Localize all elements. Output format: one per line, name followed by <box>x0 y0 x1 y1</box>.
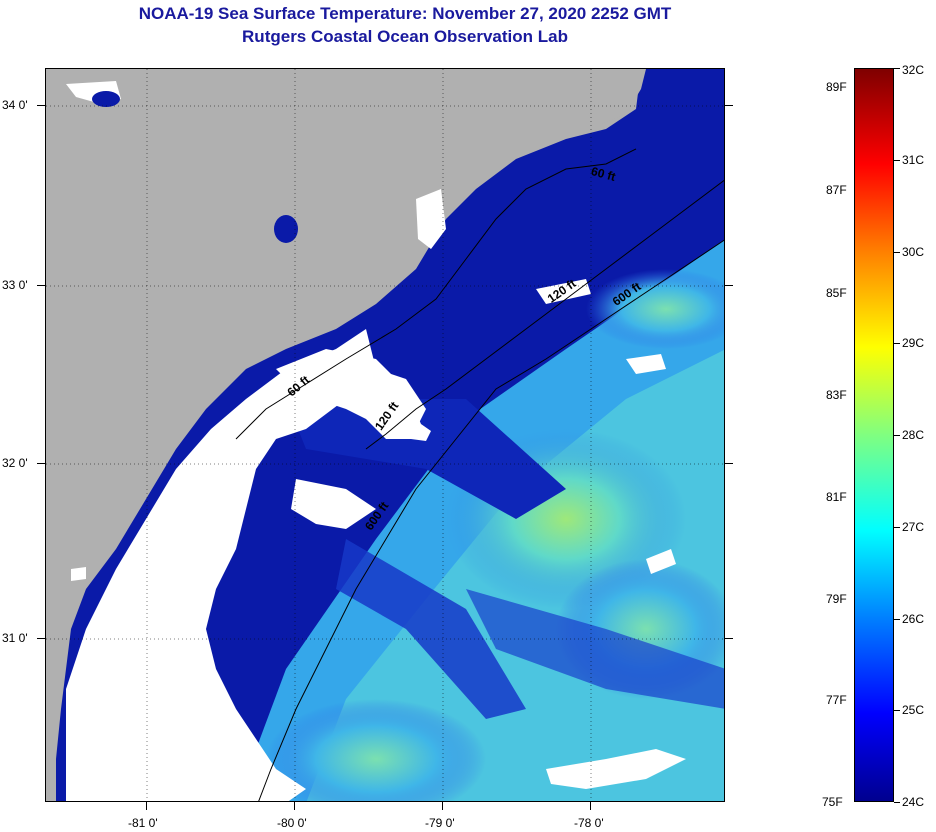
lat-tick <box>37 285 45 286</box>
colorbar-celsius-label: 28C <box>902 428 925 442</box>
colorbar-fahrenheit-label: 89F <box>826 80 847 94</box>
lat-label: 33 0' <box>2 278 28 292</box>
colorbar-tick <box>894 802 900 803</box>
lat-tick <box>725 105 733 106</box>
cool-streak <box>336 539 526 719</box>
lat-tick <box>37 105 45 106</box>
lat-tick <box>37 638 45 639</box>
graticule <box>46 69 724 801</box>
lat-label: 31 0' <box>2 631 28 645</box>
lon-label: -80 0' <box>277 816 307 830</box>
colorbar-tick <box>894 526 900 528</box>
colorbar-fahrenheit-label: 75F <box>822 795 843 809</box>
colorbar-celsius-label: 24C <box>902 795 925 809</box>
cloud-cover <box>416 189 446 249</box>
cloud-cover <box>291 479 376 529</box>
isobath-600ft <box>258 239 724 801</box>
colorbar-tick <box>894 435 900 436</box>
lat-tick <box>37 463 45 464</box>
colorbar-tick <box>894 251 900 253</box>
colorbar-fahrenheit-label: 77F <box>826 693 847 707</box>
cool-streak <box>466 589 724 709</box>
sst-map[interactable]: 60 ft 120 ft 600 ft 60 ft 120 ft 600 ft <box>45 68 725 802</box>
isobath-lines <box>235 148 724 801</box>
cloud-cover <box>546 749 686 789</box>
cold-patch <box>274 215 298 243</box>
colorbar-celsius-label: 27C <box>902 520 925 534</box>
colorbar-tick <box>894 159 900 161</box>
lat-tick <box>725 463 733 464</box>
lon-tick <box>590 802 591 810</box>
lat-tick <box>725 285 733 286</box>
map-subtitle: Rutgers Coastal Ocean Observation Lab <box>242 27 568 46</box>
colorbar-tick <box>894 68 900 69</box>
warm-eddy <box>586 269 724 349</box>
colorbar-fahrenheit-label: 79F <box>826 592 847 606</box>
lat-label: 32 0' <box>2 456 28 470</box>
colorbar-celsius-label: 29C <box>902 336 925 350</box>
land-area <box>601 69 646 124</box>
temperature-colorbar <box>854 68 894 802</box>
cloud-cover <box>626 354 666 374</box>
colorbar-fahrenheit-label: 87F <box>826 183 847 197</box>
colorbar-celsius-label: 32C <box>902 63 925 77</box>
sst-map-canvas <box>46 69 724 801</box>
map-title: NOAA-19 Sea Surface Temperature: Novembe… <box>138 4 672 23</box>
cloud-cover <box>71 567 86 581</box>
lon-tick <box>146 802 147 810</box>
cloud-cover <box>536 279 591 304</box>
cloud-cover <box>376 369 426 429</box>
lon-label: -81 0' <box>128 816 158 830</box>
lon-label: -78 0' <box>574 816 604 830</box>
colorbar-fahrenheit-label: 83F <box>826 388 847 402</box>
colorbar-celsius-label: 31C <box>902 153 925 167</box>
isobath-120ft <box>365 179 724 450</box>
colorbar-fahrenheit-label: 81F <box>826 490 847 504</box>
colorbar-fahrenheit-label: 85F <box>826 286 847 300</box>
lat-tick <box>725 638 733 639</box>
cloud-cover <box>66 329 376 801</box>
cold-patch <box>92 91 120 107</box>
lon-tick <box>442 802 443 810</box>
colorbar-celsius-label: 26C <box>902 612 925 626</box>
colorbar-tick <box>894 618 900 620</box>
colorbar-tick <box>894 343 900 345</box>
colorbar-tick <box>894 710 900 712</box>
cloud-cover <box>646 549 676 574</box>
cool-streak <box>286 399 566 519</box>
isobath-60ft <box>235 148 637 440</box>
lat-label: 34 0' <box>2 98 28 112</box>
colorbar-celsius-label: 30C <box>902 245 925 259</box>
land-area <box>46 69 641 801</box>
lon-tick <box>294 802 295 810</box>
lon-label: -79 0' <box>425 816 455 830</box>
warm-eddy <box>266 699 486 801</box>
colorbar-celsius-label: 25C <box>902 703 925 717</box>
